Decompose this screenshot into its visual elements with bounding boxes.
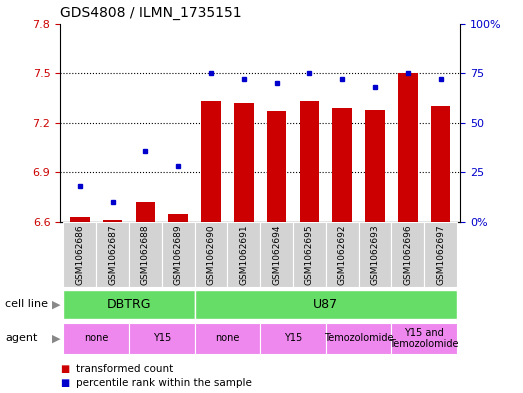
Text: U87: U87: [313, 298, 338, 311]
Text: GSM1062688: GSM1062688: [141, 225, 150, 285]
Bar: [234, 103, 254, 222]
Bar: [267, 111, 287, 222]
Text: GSM1062696: GSM1062696: [403, 225, 412, 285]
Text: percentile rank within the sample: percentile rank within the sample: [76, 378, 252, 388]
Text: GSM1062697: GSM1062697: [436, 225, 445, 285]
Text: ▶: ▶: [52, 299, 61, 309]
Text: GSM1062690: GSM1062690: [207, 225, 215, 285]
Bar: [63, 222, 96, 287]
Bar: [391, 222, 424, 287]
Text: GSM1062689: GSM1062689: [174, 225, 183, 285]
Bar: [129, 323, 195, 354]
Text: none: none: [84, 333, 108, 343]
Text: Y15: Y15: [284, 333, 302, 343]
Text: GSM1062693: GSM1062693: [370, 225, 380, 285]
Bar: [293, 222, 326, 287]
Text: ▶: ▶: [52, 333, 61, 343]
Bar: [70, 217, 89, 222]
Bar: [63, 323, 129, 354]
Text: GDS4808 / ILMN_1735151: GDS4808 / ILMN_1735151: [60, 6, 242, 20]
Text: GSM1062687: GSM1062687: [108, 225, 117, 285]
Bar: [391, 323, 457, 354]
Text: ■: ■: [60, 378, 70, 388]
Text: Y15 and
Temozolomide: Y15 and Temozolomide: [390, 328, 459, 349]
Bar: [398, 73, 417, 222]
Bar: [326, 222, 359, 287]
Bar: [260, 323, 326, 354]
Bar: [129, 222, 162, 287]
Bar: [195, 323, 260, 354]
Text: cell line: cell line: [5, 299, 48, 309]
Bar: [103, 220, 122, 222]
Bar: [228, 222, 260, 287]
Text: none: none: [215, 333, 240, 343]
Bar: [201, 101, 221, 222]
Bar: [135, 202, 155, 222]
Bar: [260, 222, 293, 287]
Text: Temozolomide: Temozolomide: [324, 333, 393, 343]
Text: transformed count: transformed count: [76, 364, 173, 375]
Bar: [332, 108, 352, 222]
Bar: [63, 290, 195, 319]
Text: GSM1062686: GSM1062686: [75, 225, 84, 285]
Bar: [326, 323, 391, 354]
Text: GSM1062692: GSM1062692: [338, 225, 347, 285]
Bar: [162, 222, 195, 287]
Bar: [431, 106, 450, 222]
Text: Y15: Y15: [153, 333, 171, 343]
Bar: [424, 222, 457, 287]
Text: agent: agent: [5, 333, 38, 343]
Text: GSM1062695: GSM1062695: [305, 225, 314, 285]
Text: DBTRG: DBTRG: [107, 298, 151, 311]
Bar: [365, 110, 385, 222]
Bar: [195, 222, 228, 287]
Bar: [359, 222, 391, 287]
Bar: [300, 101, 319, 222]
Bar: [195, 290, 457, 319]
Text: GSM1062691: GSM1062691: [240, 225, 248, 285]
Text: GSM1062694: GSM1062694: [272, 225, 281, 285]
Bar: [168, 214, 188, 222]
Bar: [96, 222, 129, 287]
Text: ■: ■: [60, 364, 70, 375]
